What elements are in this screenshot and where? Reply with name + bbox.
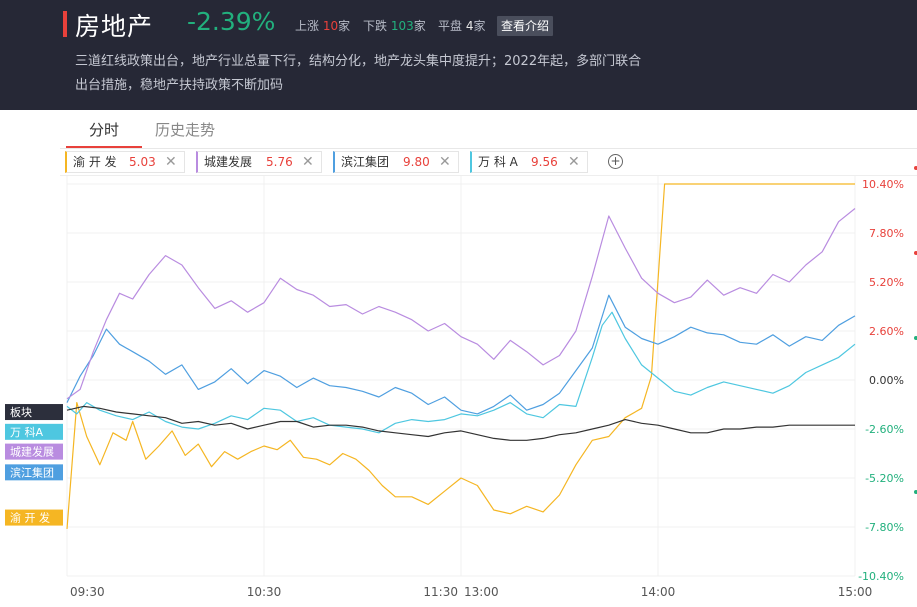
description-line-2: 出台措施，稳地产扶持政策不断加码: [75, 78, 284, 93]
y-tick-label: -7.80%: [865, 521, 904, 534]
tab-divider: [60, 148, 917, 149]
sector-description: 三道红线政策出台，地产行业总量下行，结构分化，地产龙头集中度提升；2022年起，…: [75, 50, 715, 98]
chip-name: 城建发展: [204, 155, 253, 169]
stat-down-value: 103: [390, 19, 414, 33]
y-tick-label: -10.40%: [858, 570, 904, 583]
stock-chip-chengjianfazhan[interactable]: 城建发展 5.76 ✕: [196, 151, 322, 173]
y-tick-label: 0.00%: [869, 374, 904, 387]
chip-value: 5.03: [129, 155, 156, 169]
series-tag: [5, 464, 63, 481]
chip-name: 滨江集团: [341, 155, 390, 169]
chips-divider: [60, 175, 917, 176]
tab-intraday[interactable]: 分时: [89, 121, 120, 139]
stat-flat-value: 4: [465, 19, 474, 33]
x-tick-label: 09:30: [70, 585, 105, 599]
series-line: [66, 311, 856, 434]
x-tick-label: 10:30: [247, 585, 282, 599]
chip-value: 9.80: [403, 155, 430, 169]
title-accent-bar: [63, 11, 67, 37]
series-line: [66, 294, 856, 415]
stat-down: 下跌 103家: [363, 17, 426, 34]
active-tab-indicator: [66, 146, 142, 148]
series-tag-label: 城建发展: [10, 445, 54, 459]
x-tick-label: 13:00: [464, 585, 499, 599]
close-icon[interactable]: ✕: [302, 154, 314, 170]
chip-value: 9.56: [531, 155, 558, 169]
stock-chip-binjiangjituan[interactable]: 滨江集团 9.80 ✕: [333, 151, 459, 173]
sector-change-percent: -2.39%: [187, 7, 276, 36]
add-stock-button[interactable]: +: [608, 154, 623, 169]
close-icon[interactable]: ✕: [568, 154, 580, 170]
description-line-1: 三道红线政策出台，地产行业总量下行，结构分化，地产龙头集中度提升；2022年起，…: [75, 54, 642, 69]
y-tick-label: 10.40%: [862, 178, 904, 191]
series-tag-label: 渝 开 发: [10, 511, 50, 525]
edge-marker: [914, 251, 917, 255]
stat-up-label: 上涨: [295, 19, 320, 33]
view-intro-button[interactable]: 查看介绍: [497, 16, 554, 36]
stat-down-label: 下跌: [363, 19, 388, 33]
x-tick-label: 11:30: [423, 585, 458, 599]
chip-value: 5.76: [266, 155, 293, 169]
close-icon[interactable]: ✕: [165, 154, 177, 170]
series-tag: [5, 423, 63, 440]
series-tag: [5, 443, 63, 460]
y-tick-label: -5.20%: [865, 472, 904, 485]
edge-marker: [914, 166, 917, 170]
series-line: [66, 405, 855, 441]
series-tag-label: 板块: [10, 405, 32, 419]
y-tick-label: 5.20%: [869, 276, 904, 289]
stock-chip-yukaifa[interactable]: 渝 开 发 5.03 ✕: [65, 151, 185, 173]
stock-chip-vanke-a[interactable]: 万 科 A 9.56 ✕: [470, 151, 588, 173]
series-tag-label: 万 科A: [10, 425, 43, 439]
stat-up-unit: 家: [338, 19, 351, 33]
edge-marker: [914, 336, 917, 340]
stat-up: 上涨 10家: [295, 17, 350, 34]
y-tick-label: 2.60%: [869, 325, 904, 338]
stat-up-value: 10: [322, 19, 339, 33]
chip-name: 万 科 A: [478, 155, 518, 169]
close-icon[interactable]: ✕: [439, 154, 451, 170]
series-tag: [5, 509, 63, 526]
edge-marker: [914, 490, 917, 494]
stat-flat-label: 平盘: [438, 19, 463, 33]
series-tag-label: 滨江集团: [10, 465, 54, 479]
series-line: [66, 208, 856, 400]
x-tick-label: 15:00: [838, 585, 873, 599]
sector-header: 房地产 -2.39% 上涨 10家 下跌 103家 平盘 4家 查看介绍 三道红…: [0, 0, 917, 110]
stat-flat-unit: 家: [473, 19, 486, 33]
x-tick-label: 14:00: [641, 585, 676, 599]
series-line: [66, 183, 855, 529]
sector-title: 房地产: [75, 12, 154, 41]
y-tick-label: -2.60%: [865, 423, 904, 436]
stat-flat: 平盘 4家: [438, 17, 486, 34]
stat-down-unit: 家: [413, 19, 426, 33]
chip-name: 渝 开 发: [73, 155, 117, 169]
tab-history[interactable]: 历史走势: [155, 121, 216, 139]
y-tick-label: 7.80%: [869, 227, 904, 240]
series-tag: [5, 404, 63, 421]
